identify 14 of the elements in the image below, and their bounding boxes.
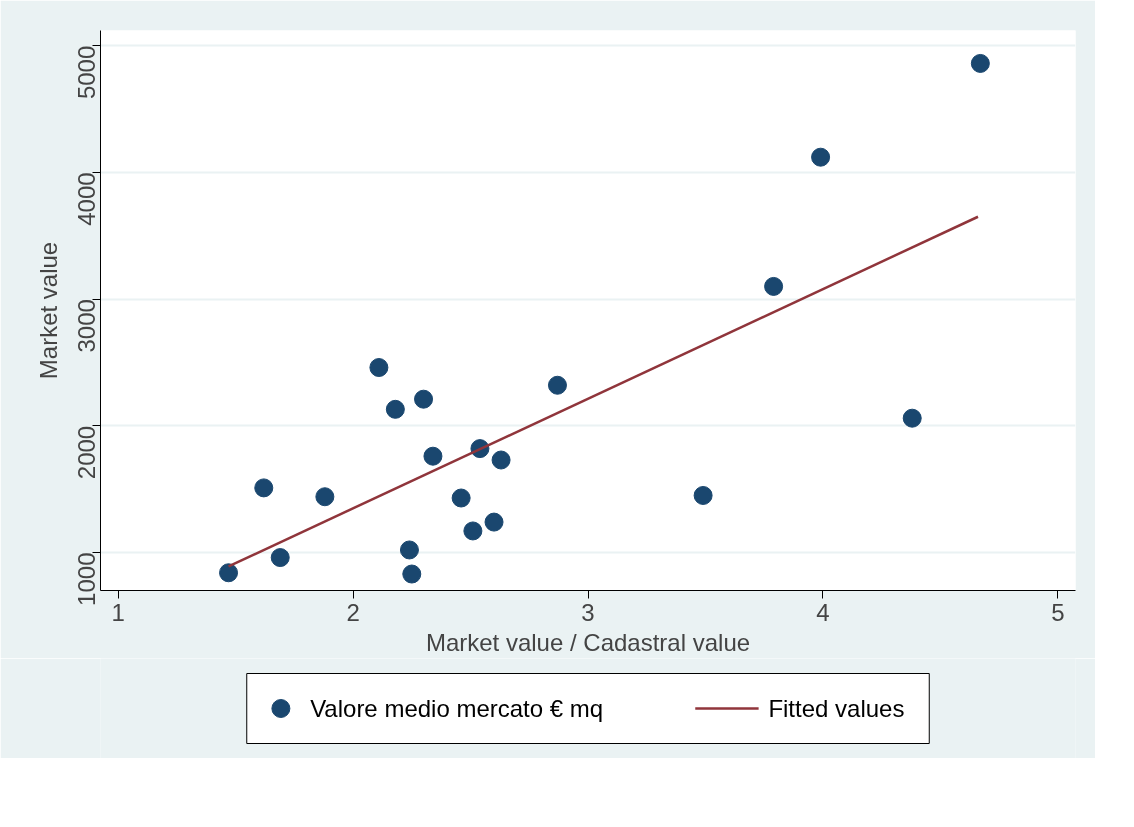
x-tick-label: 1: [111, 598, 125, 626]
y-tick-label: 2000: [73, 425, 100, 480]
y-axis-title: Market value: [34, 241, 62, 380]
legend-label: Valore medio mercato € mq: [310, 695, 604, 722]
y-tick-label: 5000: [73, 45, 100, 100]
x-axis-title: Market value / Cadastral value: [425, 628, 751, 656]
y-tick-label: 3000: [73, 299, 100, 353]
x-tick-label: 3: [581, 598, 595, 626]
x-tick-label: 4: [816, 598, 830, 626]
y-tick-label: 1000: [73, 552, 100, 606]
x-tick-label: 5: [1051, 598, 1065, 626]
x-tick-label: 2: [346, 598, 360, 626]
y-tick-label: 4000: [73, 172, 100, 226]
legend-label: Fitted values: [768, 695, 905, 722]
